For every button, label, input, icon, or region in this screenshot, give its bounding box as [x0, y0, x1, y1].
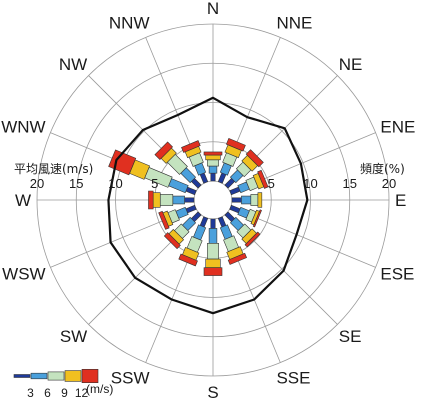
- legend-swatch-class-4: [64, 370, 82, 382]
- bar-ESE-class-5: [252, 209, 262, 228]
- bar-NNW-class-1: [199, 172, 209, 184]
- direction-label-NW: NW: [59, 55, 87, 74]
- left-tick-label: 15: [69, 176, 83, 191]
- direction-label-E: E: [395, 191, 406, 210]
- direction-label-WNW: WNW: [1, 118, 45, 137]
- bar-E-class-1: [231, 197, 242, 203]
- direction-label-WSW: WSW: [2, 264, 45, 283]
- bar-SSE-class-5: [227, 252, 248, 265]
- bar-ENE-class-5: [257, 169, 269, 189]
- bar-N-class-1: [210, 172, 216, 182]
- grid-circle: [75, 62, 351, 338]
- legend-unit: (m/s): [86, 382, 113, 396]
- right-tick-label: 5: [268, 176, 275, 191]
- bar-S-class-4: [205, 258, 221, 268]
- legend-swatch-class-3: [47, 371, 65, 381]
- bar-N-class-3: [207, 159, 219, 167]
- bar-NNW-class-5: [181, 140, 201, 153]
- direction-label-W: W: [15, 191, 31, 210]
- legend-label: 12: [75, 386, 89, 400]
- legend: 3 6 9 12(m/s): [13, 368, 113, 400]
- bar-SSE-class-1: [217, 216, 227, 228]
- direction-label-SW: SW: [60, 327, 87, 346]
- direction-label-SE: SE: [339, 327, 362, 346]
- legend-label: 3: [27, 386, 34, 400]
- bar-ENE-class-1: [229, 186, 241, 196]
- right-tick-label: 20: [382, 176, 396, 191]
- legend-label: 9: [61, 386, 68, 400]
- bar-WNW-class-2: [168, 178, 189, 194]
- bar-SSW-class-5: [178, 253, 198, 267]
- left-tick-label: 5: [151, 176, 158, 191]
- left-tick-label: 10: [108, 176, 122, 191]
- direction-labels: N NNE NE ENE E ESE SE SSE S SSW SW WSW W WNW NW NNW: [1, 0, 415, 402]
- bar-ESE-class-1: [229, 204, 241, 214]
- bar-N-class-2: [208, 165, 218, 174]
- bar-W-class-4: [152, 192, 161, 208]
- bar-E-class-3: [250, 194, 259, 206]
- frequency-bars: [108, 137, 269, 276]
- left-tick-label: 20: [30, 176, 44, 191]
- bar-WSW-class-5: [158, 210, 170, 230]
- direction-label-NNE: NNE: [276, 14, 312, 33]
- direction-label-SSW: SSW: [111, 368, 150, 387]
- bar-SE-class-5: [244, 231, 261, 248]
- bar-S-class-1: [210, 218, 216, 229]
- bar-WNW-class-3: [144, 167, 173, 188]
- direction-label-NE: NE: [339, 55, 363, 74]
- bar-E-class-2: [241, 195, 252, 205]
- direction-label-NNW: NNW: [109, 14, 150, 33]
- bar-WNW-class-1: [185, 186, 197, 196]
- grid: [36, 23, 390, 377]
- legend-swatch-class-1: [13, 374, 31, 378]
- bar-NNE-class-5: [225, 137, 246, 152]
- direction-label-N: N: [207, 0, 219, 18]
- legend-swatch-class-5: [81, 368, 99, 383]
- bar-E-class-4: [257, 192, 263, 208]
- bar-NW-class-5: [154, 141, 174, 161]
- bar-W-class-5: [148, 190, 154, 210]
- direction-label-ESE: ESE: [380, 264, 414, 283]
- bar-WSW-class-1: [185, 204, 197, 214]
- grid-circle: [115, 102, 311, 298]
- bar-N-class-4: [205, 154, 221, 161]
- bar-S-class-3: [207, 243, 219, 260]
- right-axis-title: 頻度(%): [360, 161, 405, 176]
- grid-circle: [36, 23, 390, 377]
- right-tick-label: 15: [343, 176, 357, 191]
- bar-NNE-class-1: [217, 172, 227, 184]
- right-tick-label: 10: [303, 176, 317, 191]
- direction-label-ENE: ENE: [380, 118, 415, 137]
- bar-W-class-1: [184, 197, 195, 203]
- bar-S-class-5: [203, 267, 223, 276]
- bar-W-class-2: [172, 195, 185, 205]
- bar-NE-class-5: [245, 149, 264, 168]
- bar-SSW-class-1: [199, 216, 209, 228]
- bar-N-class-5: [203, 151, 223, 156]
- direction-label-SSE: SSE: [276, 368, 310, 387]
- bar-W-class-3: [159, 194, 174, 206]
- legend-label: 6: [44, 386, 51, 400]
- bar-SW-class-5: [163, 232, 181, 250]
- legend-swatch-class-2: [30, 372, 48, 380]
- mean-speed-line: [107, 96, 309, 315]
- left-axis-title: 平均風速(m/s): [14, 162, 93, 176]
- direction-label-S: S: [207, 383, 218, 402]
- bar-S-class-2: [208, 228, 218, 244]
